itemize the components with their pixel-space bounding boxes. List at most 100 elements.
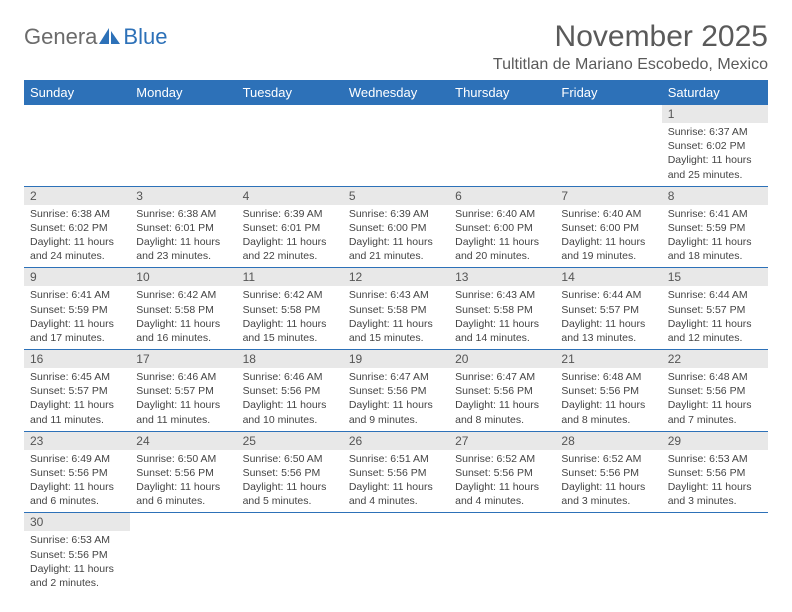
sail-icon bbox=[99, 26, 121, 44]
sunset-text: Sunset: 5:57 PM bbox=[561, 303, 655, 317]
sunset-text: Sunset: 5:56 PM bbox=[455, 384, 549, 398]
sunrise-text: Sunrise: 6:53 AM bbox=[668, 452, 762, 466]
calendar-cell: 24Sunrise: 6:50 AMSunset: 5:56 PMDayligh… bbox=[130, 431, 236, 513]
daylight-text: Daylight: 11 hours and 20 minutes. bbox=[455, 235, 549, 263]
calendar-cell: 18Sunrise: 6:46 AMSunset: 5:56 PMDayligh… bbox=[237, 350, 343, 432]
day-number: 22 bbox=[662, 350, 768, 368]
day-details: Sunrise: 6:39 AMSunset: 6:00 PMDaylight:… bbox=[343, 205, 449, 268]
daylight-text: Daylight: 11 hours and 19 minutes. bbox=[561, 235, 655, 263]
calendar-cell bbox=[130, 513, 236, 594]
day-details: Sunrise: 6:43 AMSunset: 5:58 PMDaylight:… bbox=[449, 286, 555, 349]
sunset-text: Sunset: 5:58 PM bbox=[243, 303, 337, 317]
calendar-row: 23Sunrise: 6:49 AMSunset: 5:56 PMDayligh… bbox=[24, 431, 768, 513]
daylight-text: Daylight: 11 hours and 24 minutes. bbox=[30, 235, 124, 263]
sunset-text: Sunset: 6:01 PM bbox=[136, 221, 230, 235]
daylight-text: Daylight: 11 hours and 15 minutes. bbox=[349, 317, 443, 345]
weekday-header: Monday bbox=[130, 80, 236, 105]
day-number: 18 bbox=[237, 350, 343, 368]
day-number: 1 bbox=[662, 105, 768, 123]
day-number: 8 bbox=[662, 187, 768, 205]
calendar-cell: 26 Sunrise: 6:51 AMSunset: 5:56 PMDayligh… bbox=[343, 431, 449, 513]
sunset-text: Sunset: 5:56 PM bbox=[455, 466, 549, 480]
weekday-header: Thursday bbox=[449, 80, 555, 105]
sunrise-text: Sunrise: 6:49 AM bbox=[30, 452, 124, 466]
sunrise-text: Sunrise: 6:44 AM bbox=[561, 288, 655, 302]
day-number: 3 bbox=[130, 187, 236, 205]
sunrise-text: Sunrise: 6:42 AM bbox=[243, 288, 337, 302]
calendar-cell: 12Sunrise: 6:43 AMSunset: 5:58 PMDayligh… bbox=[343, 268, 449, 350]
day-number: 23 bbox=[24, 432, 130, 450]
calendar-cell: 30Sunrise: 6:53 AMSunset: 5:56 PMDayligh… bbox=[24, 513, 130, 594]
day-details: Sunrise: 6:48 AMSunset: 5:56 PMDaylight:… bbox=[555, 368, 661, 431]
day-details: Sunrise: 6:42 AMSunset: 5:58 PMDaylight:… bbox=[130, 286, 236, 349]
day-number: 10 bbox=[130, 268, 236, 286]
day-number: 30 bbox=[24, 513, 130, 531]
sunrise-text: Sunrise: 6:40 AM bbox=[561, 207, 655, 221]
day-number: 26 bbox=[343, 432, 449, 450]
calendar-cell: 16Sunrise: 6:45 AMSunset: 5:57 PMDayligh… bbox=[24, 350, 130, 432]
daylight-text: Daylight: 11 hours and 7 minutes. bbox=[668, 398, 762, 426]
daylight-text: Daylight: 11 hours and 4 minutes. bbox=[349, 480, 443, 508]
page-subtitle: Tultitlan de Mariano Escobedo, Mexico bbox=[493, 56, 768, 74]
sunset-text: Sunset: 5:58 PM bbox=[455, 303, 549, 317]
sunrise-text: Sunrise: 6:39 AM bbox=[243, 207, 337, 221]
weekday-header: Tuesday bbox=[237, 80, 343, 105]
daylight-text: Daylight: 11 hours and 18 minutes. bbox=[668, 235, 762, 263]
daylight-text: Daylight: 11 hours and 21 minutes. bbox=[349, 235, 443, 263]
calendar-cell: 4Sunrise: 6:39 AMSunset: 6:01 PMDaylight… bbox=[237, 186, 343, 268]
calendar-cell: 10Sunrise: 6:42 AMSunset: 5:58 PMDayligh… bbox=[130, 268, 236, 350]
daylight-text: Daylight: 11 hours and 16 minutes. bbox=[136, 317, 230, 345]
daylight-text: Daylight: 11 hours and 6 minutes. bbox=[30, 480, 124, 508]
calendar-cell bbox=[130, 105, 236, 186]
sunrise-text: Sunrise: 6:46 AM bbox=[136, 370, 230, 384]
daylight-text: Daylight: 11 hours and 8 minutes. bbox=[455, 398, 549, 426]
daylight-text: Daylight: 11 hours and 22 minutes. bbox=[243, 235, 337, 263]
day-details: Sunrise: 6:52 AMSunset: 5:56 PMDaylight:… bbox=[449, 450, 555, 513]
sunrise-text: Sunrise: 6:52 AM bbox=[455, 452, 549, 466]
sunset-text: Sunset: 5:56 PM bbox=[668, 466, 762, 480]
day-details: Sunrise: 6:40 AMSunset: 6:00 PMDaylight:… bbox=[449, 205, 555, 268]
day-number: 9 bbox=[24, 268, 130, 286]
day-details: Sunrise: 6:46 AMSunset: 5:56 PMDaylight:… bbox=[237, 368, 343, 431]
calendar-row: 30Sunrise: 6:53 AMSunset: 5:56 PMDayligh… bbox=[24, 513, 768, 594]
logo-text-2: Blue bbox=[123, 24, 167, 50]
sunrise-text: Sunrise: 6:48 AM bbox=[668, 370, 762, 384]
day-details: Sunrise: 6:45 AMSunset: 5:57 PMDaylight:… bbox=[24, 368, 130, 431]
calendar-cell bbox=[24, 105, 130, 186]
weekday-header: Wednesday bbox=[343, 80, 449, 105]
daylight-text: Daylight: 11 hours and 10 minutes. bbox=[243, 398, 337, 426]
calendar-cell: 11Sunrise: 6:42 AMSunset: 5:58 PMDayligh… bbox=[237, 268, 343, 350]
sunset-text: Sunset: 5:56 PM bbox=[349, 466, 443, 480]
sunset-text: Sunset: 6:02 PM bbox=[668, 139, 762, 153]
day-number: 14 bbox=[555, 268, 661, 286]
day-details: Sunrise: 6:38 AMSunset: 6:01 PMDaylight:… bbox=[130, 205, 236, 268]
day-details: Sunrise: 6:37 AMSunset: 6:02 PMDaylight:… bbox=[662, 123, 768, 186]
day-number: 19 bbox=[343, 350, 449, 368]
sunset-text: Sunset: 5:57 PM bbox=[136, 384, 230, 398]
sunset-text: Sunset: 5:56 PM bbox=[136, 466, 230, 480]
sunrise-text: Sunrise: 6:51 AM bbox=[349, 452, 443, 466]
calendar-row: 16Sunrise: 6:45 AMSunset: 5:57 PMDayligh… bbox=[24, 350, 768, 432]
calendar-cell: 23Sunrise: 6:49 AMSunset: 5:56 PMDayligh… bbox=[24, 431, 130, 513]
calendar-cell bbox=[343, 513, 449, 594]
header: Genera Blue November 2025 Tultitlan de M… bbox=[24, 20, 768, 74]
sunset-text: Sunset: 5:56 PM bbox=[30, 548, 124, 562]
daylight-text: Daylight: 11 hours and 8 minutes. bbox=[561, 398, 655, 426]
calendar-cell bbox=[237, 105, 343, 186]
calendar-cell: 2Sunrise: 6:38 AMSunset: 6:02 PMDaylight… bbox=[24, 186, 130, 268]
sunrise-text: Sunrise: 6:38 AM bbox=[30, 207, 124, 221]
sunrise-text: Sunrise: 6:46 AM bbox=[243, 370, 337, 384]
day-details: Sunrise: 6:42 AMSunset: 5:58 PMDaylight:… bbox=[237, 286, 343, 349]
day-details: Sunrise: 6:43 AMSunset: 5:58 PMDaylight:… bbox=[343, 286, 449, 349]
calendar-cell: 15Sunrise: 6:44 AMSunset: 5:57 PMDayligh… bbox=[662, 268, 768, 350]
sunset-text: Sunset: 5:57 PM bbox=[668, 303, 762, 317]
calendar-cell: 5Sunrise: 6:39 AMSunset: 6:00 PMDaylight… bbox=[343, 186, 449, 268]
sunset-text: Sunset: 6:00 PM bbox=[455, 221, 549, 235]
daylight-text: Daylight: 11 hours and 4 minutes. bbox=[455, 480, 549, 508]
sunrise-text: Sunrise: 6:45 AM bbox=[30, 370, 124, 384]
day-number: 17 bbox=[130, 350, 236, 368]
day-details: Sunrise: 6:40 AMSunset: 6:00 PMDaylight:… bbox=[555, 205, 661, 268]
day-number: 16 bbox=[24, 350, 130, 368]
calendar-cell bbox=[449, 105, 555, 186]
day-number: 2 bbox=[24, 187, 130, 205]
